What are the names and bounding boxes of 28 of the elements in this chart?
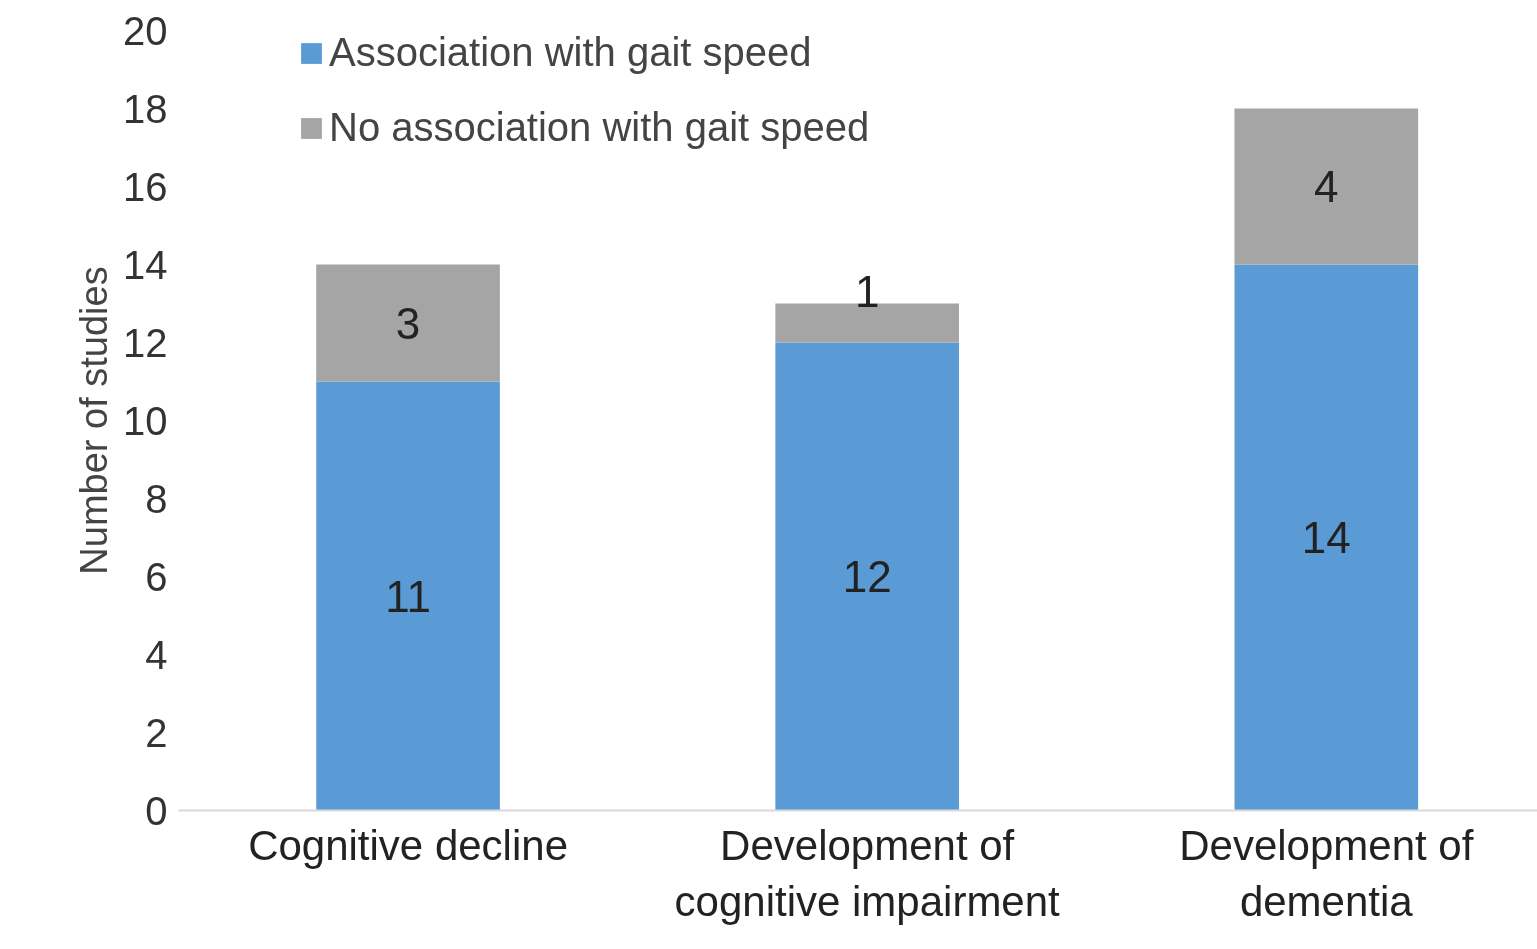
- y-tick-label: 12: [123, 320, 168, 365]
- data-label: 3: [395, 298, 421, 348]
- y-axis-title: Number of studies: [73, 266, 116, 575]
- y-tick-label: 2: [145, 710, 168, 755]
- y-tick-label: 14: [123, 242, 168, 287]
- bar: [1234, 108, 1419, 265]
- data-label: 12: [842, 552, 892, 601]
- bar: [316, 264, 500, 382]
- data-label: 1: [854, 267, 880, 317]
- y-tick-label: 8: [145, 476, 168, 521]
- data-label: 11: [385, 571, 431, 621]
- y-tick-label: 6: [145, 554, 168, 599]
- y-tick-label: 20: [123, 8, 168, 53]
- y-tick-label: 18: [123, 86, 168, 131]
- y-tick-label: 4: [145, 632, 168, 677]
- bar: [316, 381, 500, 811]
- y-tick-label: 16: [123, 164, 168, 209]
- bar: [1234, 264, 1419, 811]
- y-tick-label: 10: [123, 398, 168, 443]
- x-tick-label: Cognitive decline: [248, 821, 569, 869]
- legend-label: Association with gait speed: [329, 30, 812, 75]
- x-tick-label: Development of dementia: [1179, 821, 1474, 925]
- y-tick-label: 0: [145, 788, 168, 833]
- legend-label: No association with gait speed: [329, 105, 870, 150]
- x-tick-label: Development of cognitive impairment: [674, 821, 1061, 925]
- data-label: 4: [1314, 162, 1339, 211]
- bar: [775, 342, 960, 811]
- data-label: 14: [1301, 513, 1351, 562]
